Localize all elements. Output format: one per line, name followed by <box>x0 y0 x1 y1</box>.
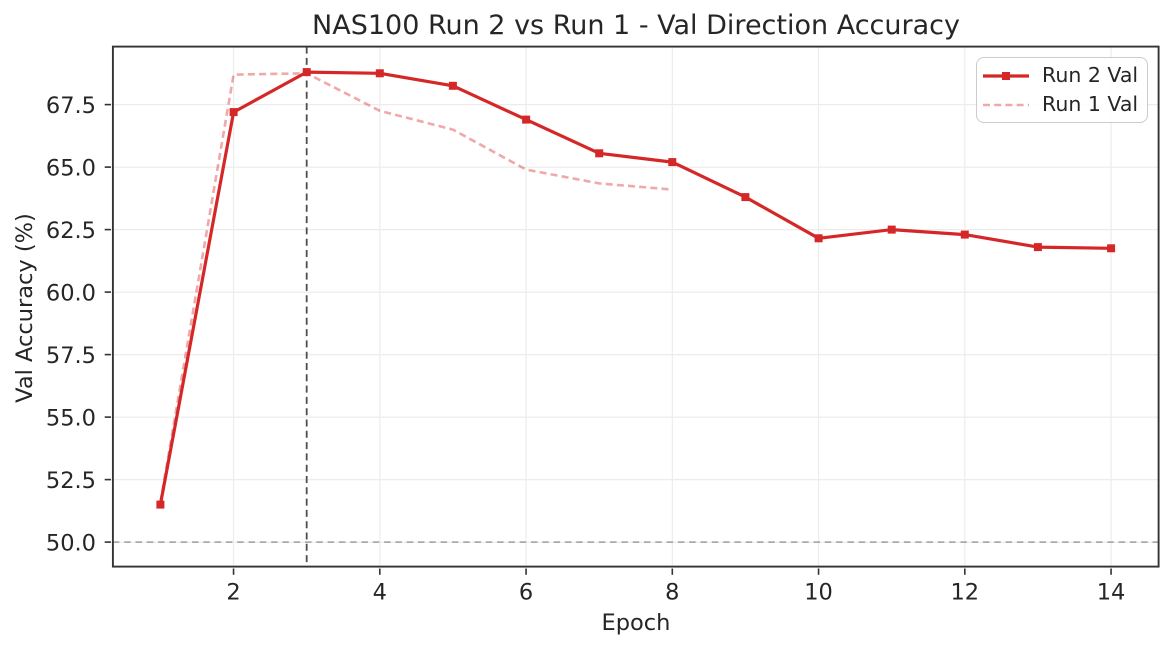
marker-run-2-val-5 <box>448 81 457 90</box>
y-tick-label-52.5: 52.5 <box>46 468 96 494</box>
x-tick-label-14: 14 <box>1097 580 1126 606</box>
marker-run-2-val-8 <box>668 158 677 167</box>
legend-row-run-1-val: Run 1 Val <box>977 90 1147 119</box>
marker-run-2-val-1 <box>156 500 165 509</box>
x-tick-label-2: 2 <box>226 580 240 606</box>
chart-title: NAS100 Run 2 vs Run 1 - Val Direction Ac… <box>312 10 960 41</box>
marker-run-2-val-9 <box>741 193 750 202</box>
marker-run-2-val-12 <box>960 230 969 239</box>
marker-run-2-val-2 <box>229 108 238 117</box>
x-tick-label-6: 6 <box>519 580 533 606</box>
marker-run-2-val-4 <box>375 69 384 78</box>
marker-run-2-val-6 <box>522 115 531 124</box>
y-tick-label-50: 50.0 <box>46 530 96 556</box>
y-tick-label-57.5: 57.5 <box>46 343 96 369</box>
legend: Run 2 Val Run 1 Val <box>976 57 1148 123</box>
x-axis-label: Epoch <box>601 610 671 636</box>
legend-label-run-2-val: Run 2 Val <box>1042 63 1139 87</box>
y-tick-label-60: 60.0 <box>46 280 96 306</box>
x-tick-label-10: 10 <box>804 580 833 606</box>
y-tick-label-62.5: 62.5 <box>46 218 96 244</box>
series-line-run-2-val <box>158 70 1112 505</box>
marker-run-2-val-14 <box>1107 244 1116 253</box>
x-tick-label-8: 8 <box>665 580 679 606</box>
series-line-run-1-val <box>159 72 673 503</box>
marker-run-2-val-13 <box>1033 243 1042 252</box>
marker-run-2-val-7 <box>595 149 604 158</box>
x-tick-label-12: 12 <box>950 580 979 606</box>
legend-sample-run-1-val <box>983 103 1029 106</box>
y-axis-label: Val Accuracy (%) <box>12 213 38 403</box>
plot-frame <box>111 45 1160 568</box>
legend-row-run-2-val: Run 2 Val <box>977 61 1147 90</box>
legend-label-run-1-val: Run 1 Val <box>1042 92 1139 116</box>
marker-run-2-val-3 <box>302 68 311 77</box>
y-tick-label-55: 55.0 <box>46 405 96 431</box>
marker-run-2-val-10 <box>814 234 823 243</box>
legend-marker-run-2-val <box>1002 71 1010 80</box>
marker-run-2-val-11 <box>887 225 896 234</box>
legend-sample-run-2-val <box>983 71 1029 80</box>
x-tick-label-4: 4 <box>373 580 387 606</box>
y-tick-label-65: 65.0 <box>46 155 96 181</box>
y-tick-label-67.5: 67.5 <box>46 93 96 119</box>
